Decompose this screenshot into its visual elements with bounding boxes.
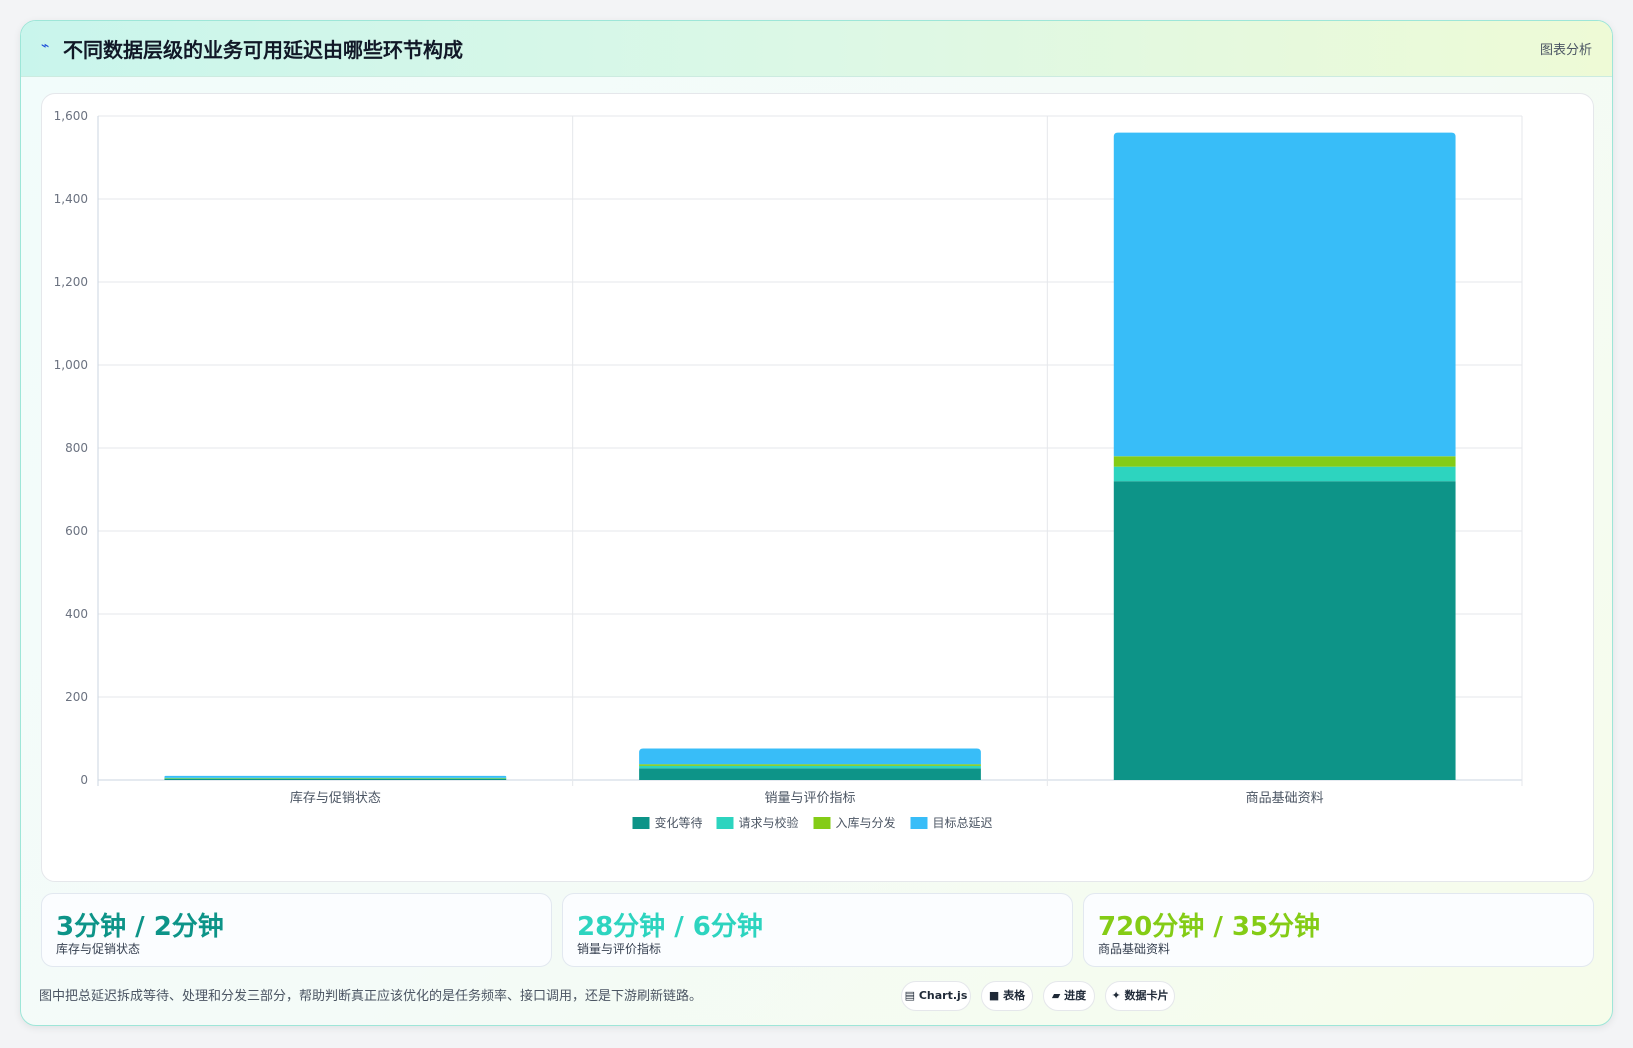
x-tick-label: 销量与评价指标 — [764, 791, 855, 806]
y-tick-label: 0 — [80, 773, 88, 787]
kpi-value: 28分钟 / 6分钟 — [577, 912, 763, 942]
tag-progress[interactable]: ▰ 进度 — [1043, 981, 1095, 1011]
x-tick-label: 库存与促销状态 — [290, 790, 381, 806]
bar-segment — [164, 777, 507, 779]
tag-chartjs[interactable]: ▤ Chart.js — [901, 981, 971, 1011]
legend-label: 入库与分发 — [836, 815, 896, 830]
sparkle-icon: ✦ — [1111, 989, 1121, 1002]
bar-segment — [639, 768, 981, 780]
kpi-label: 库存与促销状态 — [56, 942, 141, 956]
kpi-label: 销量与评价指标 — [577, 942, 662, 956]
bar-segment — [639, 765, 981, 769]
y-tick-label: 1,400 — [54, 192, 88, 206]
y-tick-label: 600 — [65, 524, 88, 538]
y-tick-label: 1,000 — [54, 358, 88, 372]
legend-swatch — [910, 817, 928, 829]
bar-segment — [1113, 456, 1456, 467]
y-tick-label: 1,600 — [54, 109, 88, 123]
y-tick-label: 800 — [65, 441, 88, 455]
bar-segment — [639, 748, 981, 765]
y-tick-label: 1,200 — [54, 275, 88, 289]
legend-swatch — [813, 817, 831, 829]
stacked-bar-chart: 0 200 400 600 800 1,000 1,200 1,400 1,600 库存与促销状态… — [54, 109, 1523, 830]
y-tick-label: 200 — [65, 690, 88, 704]
kpi-label: 商品基础资料 — [1098, 942, 1171, 956]
chart-line-icon: ⌁ — [41, 38, 50, 54]
bar-segment — [1113, 481, 1456, 780]
card-header: ⌁ 不同数据层级的业务可用延迟由哪些环节构成 图表分析 — [21, 21, 1612, 77]
x-tick-label: 商品基础资料 — [1246, 791, 1324, 806]
chart-card: ⌁ 不同数据层级的业务可用延迟由哪些环节构成 图表分析 0 200 400 600 80… — [20, 20, 1613, 1026]
kpi-value: 3分钟 / 2分钟 — [56, 912, 224, 942]
tag-data-card[interactable]: ✦ 数据卡片 — [1105, 981, 1175, 1011]
bar-segment — [164, 775, 507, 778]
legend-swatch — [716, 817, 734, 829]
table-icon: ■ — [988, 989, 1000, 1002]
footer-note: 图中把总延迟拆成等待、处理和分发三部分，帮助判断真正应该优化的是任务频率、接口调… — [39, 989, 703, 1004]
kpi-card-product: 720分钟 / 35分钟 商品基础资料 — [1083, 893, 1594, 967]
legend-swatch — [632, 817, 650, 829]
bar-segment — [1113, 466, 1456, 482]
tag-label: 表格 — [1003, 989, 1026, 1002]
page-title: 不同数据层级的业务可用延迟由哪些环节构成 — [63, 38, 463, 62]
tag-label: 数据卡片 — [1124, 989, 1169, 1002]
tag-table[interactable]: ■ 表格 — [981, 981, 1033, 1011]
legend-label: 请求与校验 — [739, 815, 799, 830]
y-tick-label: 400 — [65, 607, 88, 621]
kpi-card-sales: 28分钟 / 6分钟 销量与评价指标 — [562, 893, 1073, 967]
chart-container: 0 200 400 600 800 1,000 1,200 1,400 1,600 库存与促销状态… — [41, 93, 1594, 882]
chart-icon: ▤ — [904, 989, 916, 1002]
legend-label: 变化等待 — [655, 815, 703, 830]
kpi-row: 3分钟 / 2分钟 库存与促销状态 28分钟 / 6分钟 销量与评价指标 720… — [41, 893, 1594, 967]
bar-segment — [639, 764, 981, 766]
tag-label: 进度 — [1064, 989, 1087, 1002]
kpi-card-inventory: 3分钟 / 2分钟 库存与促销状态 — [41, 893, 552, 967]
kpi-value: 720分钟 / 35分钟 — [1098, 912, 1321, 942]
progress-icon: ▰ — [1051, 989, 1061, 1002]
legend-label: 目标总延迟 — [933, 816, 993, 830]
bar-segment — [164, 778, 507, 779]
bar-segment — [1113, 132, 1456, 457]
bar-segment — [164, 778, 507, 780]
tag-label: Chart.js — [918, 989, 968, 1002]
chart-analysis-badge[interactable]: 图表分析 — [1539, 43, 1592, 58]
